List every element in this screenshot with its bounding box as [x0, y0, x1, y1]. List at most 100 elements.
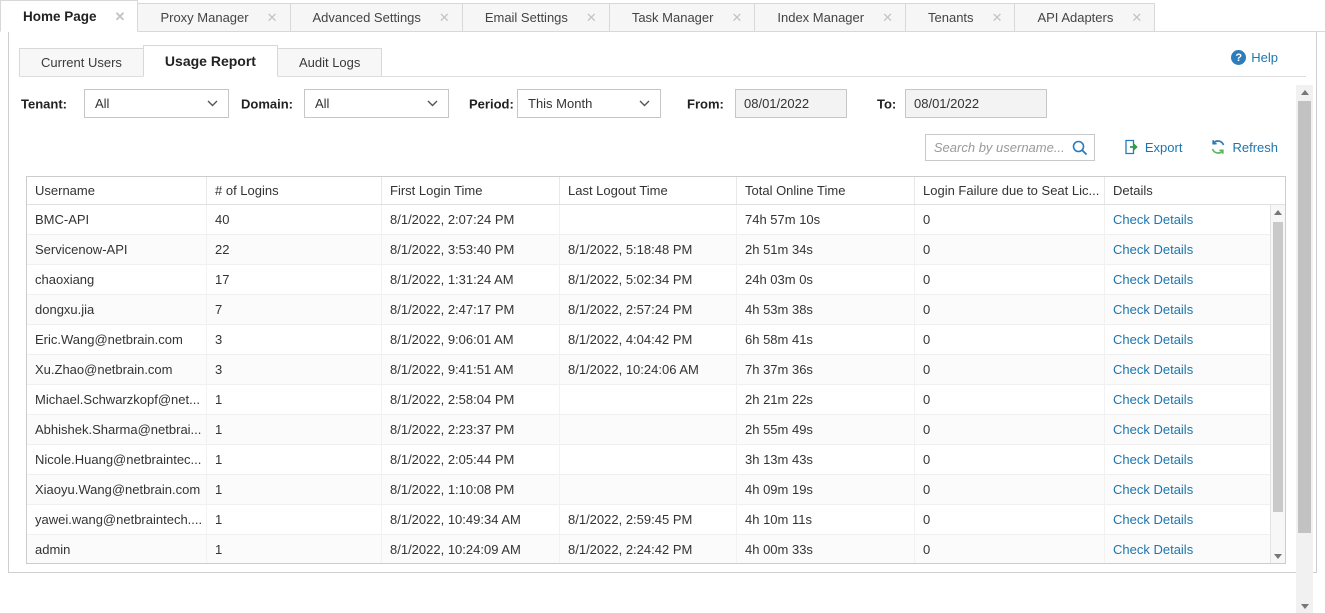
column-header-details[interactable]: Details	[1113, 183, 1153, 198]
check-details-link[interactable]: Check Details	[1113, 272, 1194, 287]
tab-close-icon[interactable]: ✕	[1131, 10, 1143, 25]
cell-logins: 3	[207, 325, 382, 354]
scroll-up-arrow[interactable]	[1296, 85, 1313, 99]
tenant-select[interactable]: All	[84, 89, 229, 118]
cell-username: yawei.wang@netbraintech....	[27, 505, 207, 534]
tab-close-icon[interactable]: ✕	[114, 8, 126, 24]
cell-seat-failure: 0	[915, 385, 1105, 414]
tab-close-icon[interactable]: ✕	[991, 10, 1003, 25]
cell-logins: 1	[207, 505, 382, 534]
check-details-link[interactable]: Check Details	[1113, 212, 1194, 227]
column-header-logins[interactable]: # of Logins	[207, 177, 382, 204]
cell-username: Michael.Schwarzkopf@net...	[27, 385, 207, 414]
subtab-bar: Current Users Usage Report Audit Logs ? …	[19, 45, 1306, 77]
table-row[interactable]: Eric.Wang@netbrain.com 3 8/1/2022, 9:06:…	[27, 325, 1270, 355]
table-row[interactable]: Xu.Zhao@netbrain.com 3 8/1/2022, 9:41:51…	[27, 355, 1270, 385]
scrollbar-thumb[interactable]	[1273, 222, 1283, 512]
panel-scrollbar[interactable]	[1296, 85, 1313, 613]
period-select[interactable]: This Month	[517, 89, 661, 118]
table-row[interactable]: admin 1 8/1/2022, 10:24:09 AM 8/1/2022, …	[27, 535, 1270, 563]
subtab[interactable]: Usage Report	[142, 45, 278, 77]
table-row[interactable]: yawei.wang@netbraintech.... 1 8/1/2022, …	[27, 505, 1270, 535]
to-date-input[interactable]	[905, 89, 1047, 118]
check-details-link[interactable]: Check Details	[1113, 242, 1194, 257]
table-row[interactable]: Xiaoyu.Wang@netbrain.com 1 8/1/2022, 1:1…	[27, 475, 1270, 505]
tab-close-icon[interactable]: ✕	[882, 10, 894, 25]
cell-online-time: 4h 00m 33s	[737, 535, 915, 563]
cell-first-login: 8/1/2022, 1:31:24 AM	[382, 265, 560, 294]
export-label: Export	[1144, 139, 1183, 155]
search-input[interactable]	[925, 134, 1094, 160]
window-tab[interactable]: Email Settings ✕	[461, 3, 610, 31]
cell-online-time: 2h 55m 49s	[737, 415, 915, 444]
export-icon	[1125, 139, 1138, 155]
check-details-link[interactable]: Check Details	[1113, 392, 1194, 407]
cell-seat-failure: 0	[915, 265, 1105, 294]
export-button[interactable]: Export	[1123, 139, 1183, 155]
window-tab[interactable]: Index Manager ✕	[754, 3, 907, 31]
check-details-link[interactable]: Check Details	[1113, 332, 1194, 347]
window-tab-bar: Home Page ✕ Proxy Manager ✕ Advanced Set…	[0, 0, 1325, 32]
tab-close-icon[interactable]: ✕	[731, 10, 743, 25]
table-row[interactable]: dongxu.jia 7 8/1/2022, 2:47:17 PM 8/1/20…	[27, 295, 1270, 325]
cell-logins: 17	[207, 265, 382, 294]
window-tab[interactable]: Task Manager ✕	[608, 3, 756, 31]
from-date-input[interactable]	[735, 89, 847, 118]
check-details-link[interactable]: Check Details	[1113, 302, 1194, 317]
column-header-last-logout[interactable]: Last Logout Time	[560, 177, 737, 204]
tab-close-icon[interactable]: ✕	[585, 10, 597, 25]
column-header-online-time[interactable]: Total Online Time	[737, 177, 915, 204]
check-details-link[interactable]: Check Details	[1113, 482, 1194, 497]
check-details-link[interactable]: Check Details	[1113, 452, 1194, 467]
refresh-button[interactable]: Refresh	[1210, 139, 1278, 155]
table-row[interactable]: chaoxiang 17 8/1/2022, 1:31:24 AM 8/1/20…	[27, 265, 1270, 295]
cell-first-login: 8/1/2022, 2:58:04 PM	[382, 385, 560, 414]
cell-seat-failure: 0	[915, 505, 1105, 534]
scroll-down-arrow[interactable]	[1296, 599, 1313, 613]
search-icon[interactable]	[1071, 139, 1089, 157]
cell-online-time: 3h 13m 43s	[737, 445, 915, 474]
cell-online-time: 74h 57m 10s	[737, 205, 915, 234]
cell-last-logout	[560, 415, 737, 444]
window-tab-label: API Adapters	[1037, 10, 1114, 25]
table-scrollbar[interactable]	[1270, 205, 1285, 563]
cell-first-login: 8/1/2022, 10:24:09 AM	[382, 535, 560, 563]
check-details-link[interactable]: Check Details	[1113, 512, 1194, 527]
window-tab[interactable]: Tenants ✕	[905, 3, 1016, 31]
table-row[interactable]: Servicenow-API 22 8/1/2022, 3:53:40 PM 8…	[27, 235, 1270, 265]
column-header-seat-failure[interactable]: Login Failure due to Seat Lic...	[915, 177, 1105, 204]
from-label: From:	[687, 96, 724, 112]
subtab[interactable]: Audit Logs	[276, 48, 383, 76]
help-icon: ?	[1231, 50, 1247, 65]
check-details-link[interactable]: Check Details	[1113, 362, 1194, 377]
subtab[interactable]: Current Users	[19, 48, 144, 76]
window-tab[interactable]: Home Page ✕	[0, 0, 139, 32]
check-details-link[interactable]: Check Details	[1113, 542, 1194, 557]
scroll-up-arrow[interactable]	[1271, 205, 1285, 219]
window-tab[interactable]: Advanced Settings ✕	[289, 3, 463, 31]
refresh-label: Refresh	[1232, 139, 1278, 155]
column-header-username[interactable]: Username	[27, 177, 207, 204]
table-row[interactable]: Nicole.Huang@netbraintec... 1 8/1/2022, …	[27, 445, 1270, 475]
cell-online-time: 4h 09m 19s	[737, 475, 915, 504]
help-link[interactable]: ? Help	[1231, 50, 1278, 65]
cell-last-logout	[560, 445, 737, 474]
cell-online-time: 24h 03m 0s	[737, 265, 915, 294]
cell-online-time: 2h 51m 34s	[737, 235, 915, 264]
table-row[interactable]: Michael.Schwarzkopf@net... 1 8/1/2022, 2…	[27, 385, 1270, 415]
scrollbar-thumb[interactable]	[1298, 101, 1311, 533]
table-row[interactable]: BMC-API 40 8/1/2022, 2:07:24 PM 74h 57m …	[27, 205, 1270, 235]
cell-last-logout	[560, 205, 737, 234]
domain-select[interactable]: All	[304, 89, 449, 118]
table-row[interactable]: Abhishek.Sharma@netbrai... 1 8/1/2022, 2…	[27, 415, 1270, 445]
window-tab[interactable]: Proxy Manager ✕	[137, 3, 291, 31]
cell-first-login: 8/1/2022, 2:05:44 PM	[382, 445, 560, 474]
tab-close-icon[interactable]: ✕	[266, 10, 278, 25]
check-details-link[interactable]: Check Details	[1113, 422, 1194, 437]
to-label: To:	[877, 96, 897, 112]
column-header-first-login[interactable]: First Login Time	[382, 177, 560, 204]
tab-close-icon[interactable]: ✕	[438, 10, 450, 25]
scroll-down-arrow[interactable]	[1271, 549, 1285, 563]
window-tab[interactable]: API Adapters ✕	[1014, 3, 1156, 31]
window-tab-label: Task Manager	[631, 10, 714, 25]
